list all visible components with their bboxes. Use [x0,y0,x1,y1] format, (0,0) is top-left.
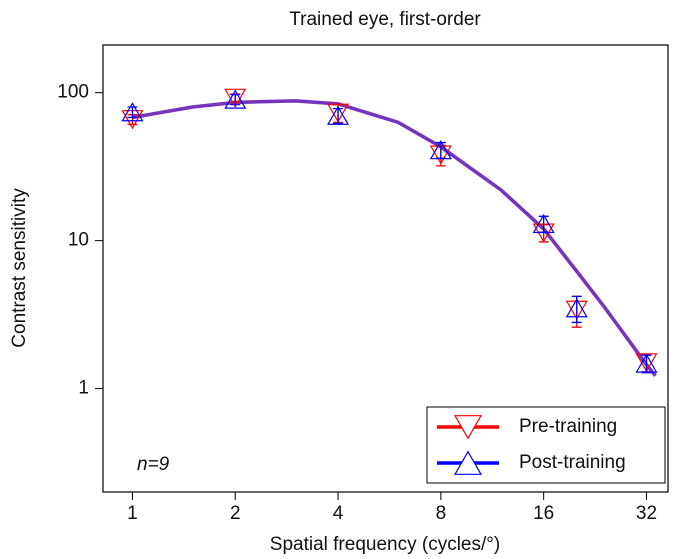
error-bar [127,106,138,119]
annotation: n=9 [137,454,170,475]
fit-line [132,99,657,377]
marker [429,140,452,160]
marker [224,89,247,109]
legend-label: Post-training [519,452,626,473]
x-axis-label: Spatial frequency (cycles/°) [270,534,500,555]
legend-marker [453,450,483,475]
marker [532,213,555,234]
marker [224,88,247,108]
y-tick-label: 10 [68,230,89,251]
error-bar [230,93,241,106]
fit-line [132,99,657,377]
chart-title: Trained eye, first-order [289,9,481,30]
error-bar [333,107,344,125]
y-tick-label: 100 [57,82,89,103]
x-tick-label: 8 [436,503,447,524]
legend-label: Pre-training [519,416,617,437]
marker [565,298,588,318]
y-tick-label: 1 [78,378,89,399]
x-tick-label: 4 [333,503,344,524]
x-tick-label: 16 [533,503,554,524]
x-tick-label: 32 [636,503,657,524]
y-axis-label: Contrast sensitivity [9,188,30,348]
x-tick-label: 1 [127,503,138,524]
x-tick-label: 2 [230,503,241,524]
legend-marker [453,415,483,440]
marker [121,102,144,122]
marker [327,103,350,123]
marker [327,105,350,125]
marker [635,353,658,373]
error-bar [571,295,582,324]
plot-frame [102,44,669,493]
